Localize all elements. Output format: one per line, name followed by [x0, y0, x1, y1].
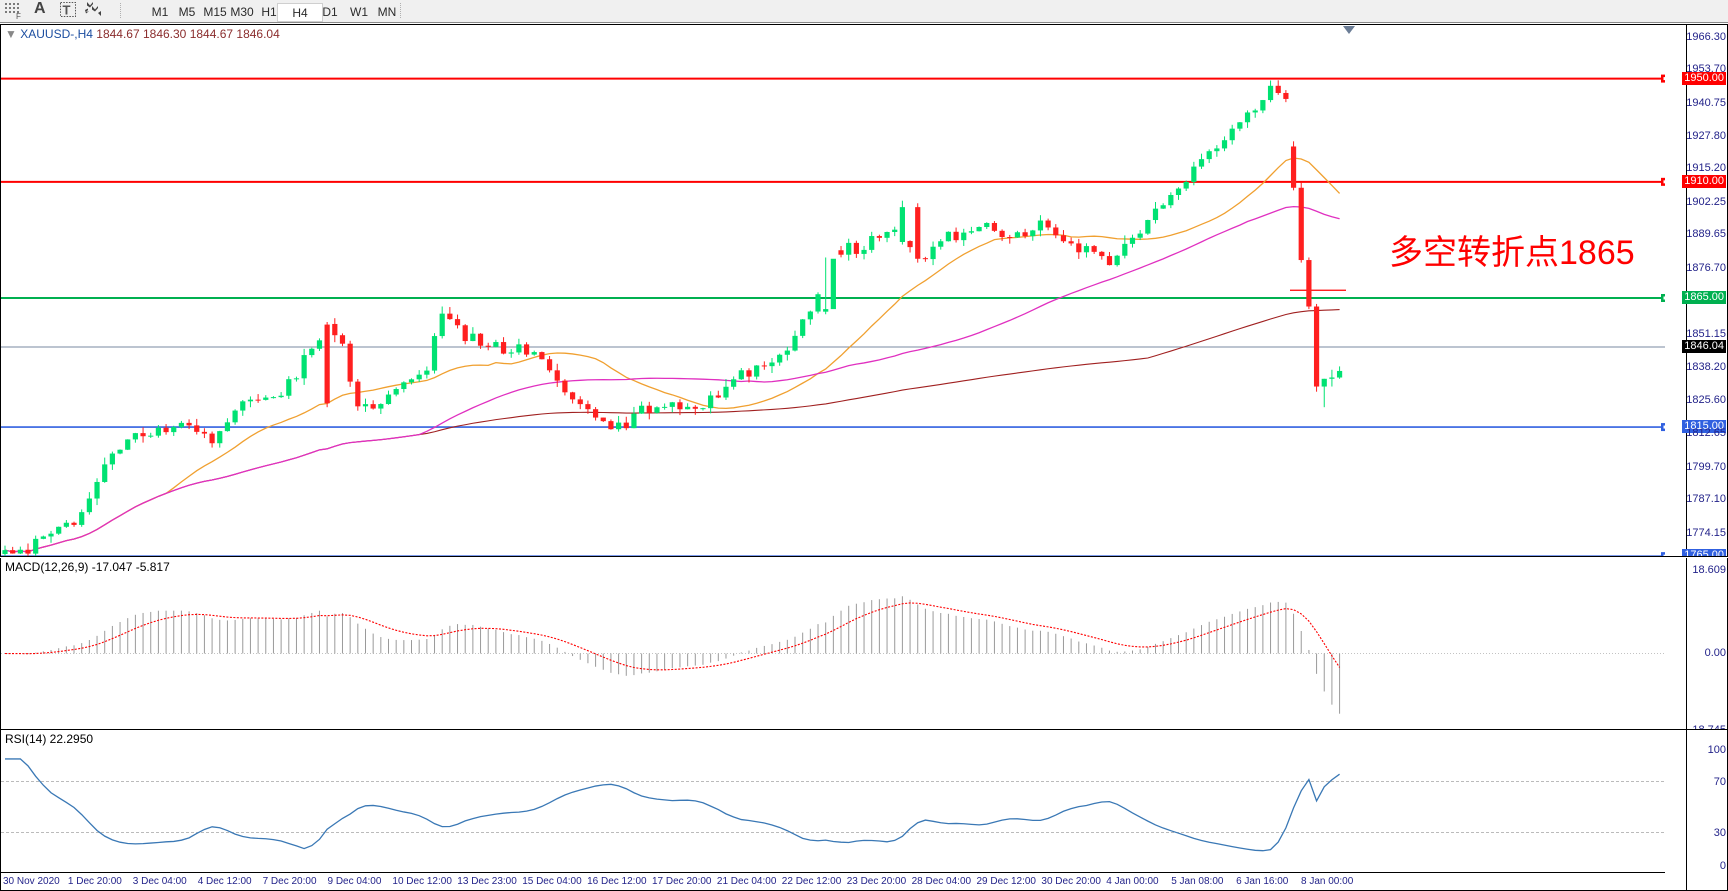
svg-text:T: T	[63, 3, 71, 18]
svg-text:F: F	[16, 12, 21, 20]
